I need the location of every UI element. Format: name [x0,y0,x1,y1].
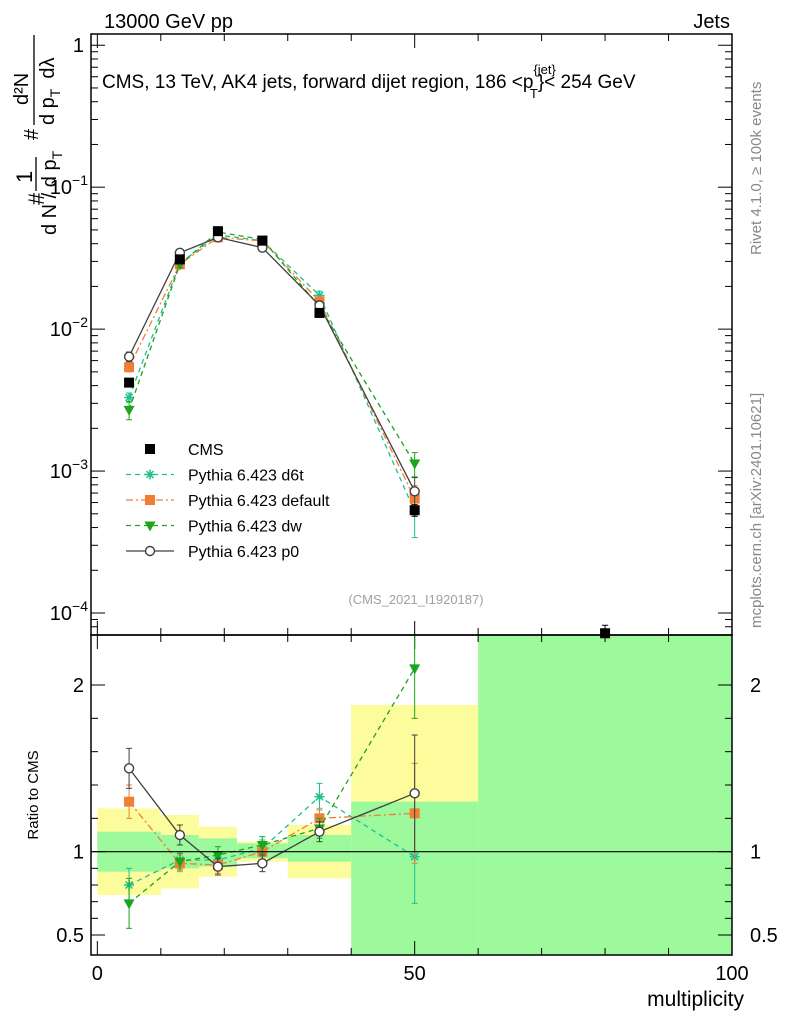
series-line-d6t [128,234,416,512]
ylabel-num-den-sub: T [47,88,63,97]
ratio-point-p0 [123,763,135,774]
legend-label-default: Pythia 6.423 default [188,493,330,510]
ratio-point-p0 [409,788,420,799]
plot-title-sup: {jet} [533,62,556,77]
legend-label-dw: Pythia 6.423 dw [188,519,302,536]
point-d6t [314,290,325,301]
axis-ticks: 0 50 100 1 10−1 10−2 10−3 10−4 0.5 0.5 1 1 2 2 [50,34,778,985]
ratio-point-dw [256,841,268,851]
main-y-axis-label: # 1 d N / d pT # d²N d pTdλ [11,35,65,235]
ratio-point-default [124,796,135,807]
point-default [124,362,135,373]
main-series [123,226,611,639]
x-tick-label: 100 [715,963,748,985]
ratio-point-p0 [257,858,268,869]
plot-title-main: CMS, 13 TeV, AK4 jets, forward dijet reg… [102,72,533,93]
y-tick-label: 10−2 [50,314,88,341]
series-line-dw [128,231,416,464]
ratio-series [123,634,421,929]
legend-label-d6t: Pythia 6.423 d6t [188,468,304,485]
legend-marker-cms [145,444,155,454]
x-tick-label: 0 [92,963,103,985]
ylabel-den-text: d N / d p [39,159,61,235]
y-tick-label: 10−4 [50,598,88,625]
ratio-line-p0 [128,767,415,868]
side-label-bottom: mcplots.cern.ch [arXiv:2401.10621] [748,393,765,628]
x-tick-label: 50 [404,963,426,985]
side-label-top: Rivet 4.1.0, ≥ 100k events [748,82,765,255]
ylabel-one: 1 [12,171,37,183]
ylabel-den-sub: T [49,150,65,159]
ratio-point-dw [212,851,224,861]
point-p0 [409,486,420,497]
ratio-point-d6t [314,791,325,802]
point-cms [257,235,268,246]
ratio-y-tick-label: 1 [73,842,84,864]
band-inner-6 [478,635,732,955]
legend-marker-default [145,495,155,505]
ratio-point-dw [174,857,186,868]
point-cms [314,307,325,318]
y-tick-label: 1 [73,35,84,57]
point-cms [124,377,135,388]
plot-title-end: }< 254 GeV [538,72,636,93]
ratio-point-p0 [174,829,186,841]
ratio-y-axis-label: Ratio to CMS [25,750,42,839]
point-cms [212,226,223,237]
analysis-watermark: (CMS_2021_I1920187) [348,592,483,607]
ylabel-den: d N / d pT [39,150,65,235]
point-dw [409,459,421,470]
legend-label-cms: CMS [188,442,224,459]
series-cms [124,226,611,639]
point-cms [174,254,185,265]
ylabel-hash-b: # [21,128,43,140]
legend-marker-p0 [144,545,156,557]
header-left: 13000 GeV pp [104,11,233,33]
legend-marker-d6t [145,469,155,480]
ratio-y-tick-label-right: 2 [750,675,761,697]
ratio-line-default [128,801,415,866]
y-tick-label: 10−3 [50,456,88,483]
legend-label-p0: Pythia 6.423 p0 [188,544,299,561]
point-p0 [123,351,135,362]
ylabel-num: d²N [11,73,33,105]
series-line-p0 [128,236,416,492]
point-cms [600,628,611,639]
ylabel-hash-a: # [24,192,49,205]
point-d6t [124,392,135,403]
ratio-line-d6t [128,795,416,886]
legend: CMS Pythia 6.423 d6t Pythia 6.423 default P… [126,442,330,561]
ratio-point-p0 [212,861,224,872]
ratio-y-tick-label-right: 0.5 [750,925,778,947]
ratio-plot-frame [90,634,733,956]
series-dw [123,228,421,478]
point-dw [123,405,135,416]
header-right: Jets [693,11,730,33]
ratio-y-tick-label: 0.5 [56,925,84,947]
ratio-y-tick-label: 2 [73,675,84,697]
ratio-point-dw [409,664,421,675]
ylabel-num-den: d pTdλ [37,58,63,126]
point-cms [409,505,420,516]
legend-marker-dw [144,521,156,532]
plot-title: CMS, 13 TeV, AK4 jets, forward dijet reg… [102,62,636,101]
ratio-series-p0 [123,734,420,876]
ratio-point-p0 [314,826,325,837]
plot-title-sub: T [530,86,538,101]
x-axis-label: multiplicity [647,988,744,1011]
ratio-point-dw [123,899,135,910]
ylabel-num-den-text: d p [37,97,59,125]
ratio-y-tick-label-right: 1 [750,842,761,864]
y-tick-label: 10−1 [50,172,88,199]
series-line-default [128,236,416,499]
ratio-line-dw [128,668,416,904]
ylabel-num-den-end: dλ [37,58,59,79]
